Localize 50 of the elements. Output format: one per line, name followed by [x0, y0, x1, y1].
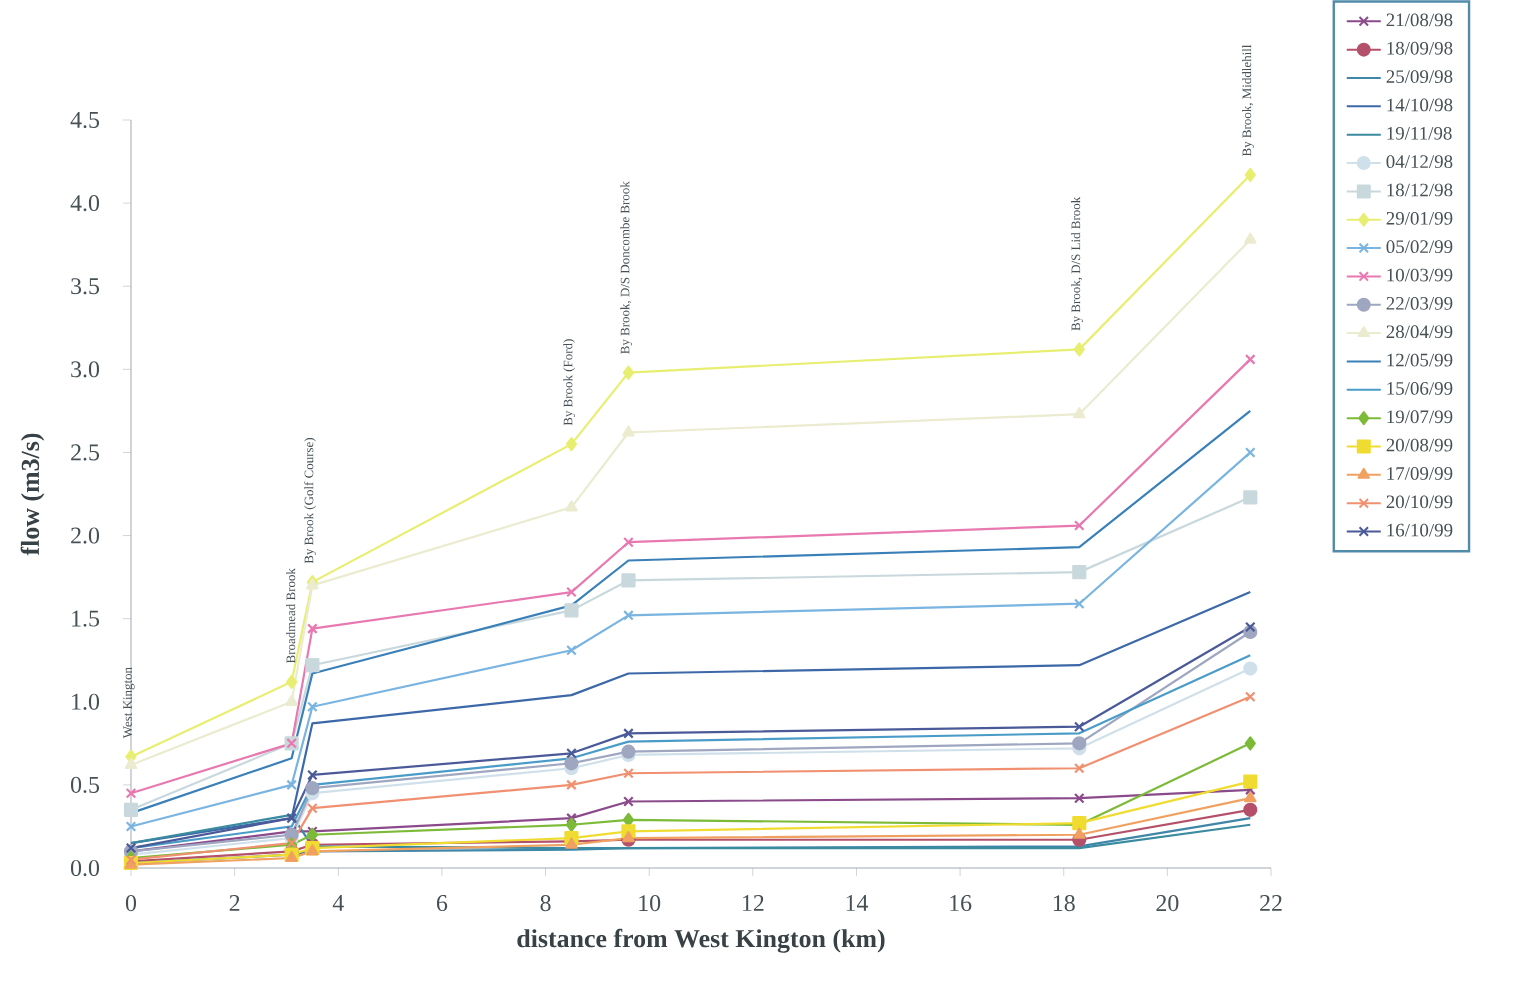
- annotation: By Brook, D/S Doncombe Brook: [620, 181, 633, 354]
- annotation: Broadmead Brook: [286, 568, 296, 664]
- y-tick-label: 3.5: [71, 278, 100, 295]
- legend-label: 17/09/99: [1387, 467, 1453, 480]
- legend-label: 20/10/99: [1386, 495, 1453, 509]
- y-tick-label: 0.0: [70, 859, 100, 877]
- legend-label: 18/09/98: [1387, 41, 1453, 55]
- legend-label: 20/08/99: [1386, 438, 1453, 452]
- annotation: West Kington: [123, 667, 135, 739]
- x-tick-label: 18: [1053, 895, 1075, 912]
- y-tick-label: 0.5: [70, 776, 100, 794]
- x-tick-label: 14: [846, 895, 869, 911]
- legend-label: 22/03/99: [1386, 296, 1453, 310]
- legend-label: 25/09/98: [1386, 70, 1453, 83]
- y-tick-label: 2.0: [71, 527, 100, 544]
- x-tick-label: 22: [1260, 895, 1282, 911]
- legend-label: 04/12/98: [1386, 155, 1453, 169]
- annotation: By Brook, Middlehill: [1242, 44, 1254, 157]
- y-tick-label: 2.5: [71, 444, 100, 461]
- legend-label: 21/08/98: [1386, 13, 1453, 27]
- legend-label: 29/01/99: [1386, 211, 1453, 225]
- x-tick-label: 2: [229, 895, 240, 911]
- x-tick-label: 4: [332, 895, 344, 911]
- legend-label: 14/10/98: [1387, 98, 1453, 112]
- x-axis-title: distance from West Kington (km): [517, 928, 885, 953]
- y-axis-title: flow (m3/s): [20, 433, 45, 556]
- legend-label: 19/11/98: [1387, 126, 1452, 140]
- y-tick-label: 4.5: [70, 111, 100, 129]
- x-tick-label: 16: [950, 895, 972, 912]
- y-tick-label: 3.0: [71, 361, 100, 378]
- legend-label: 12/05/99: [1387, 353, 1453, 367]
- y-tick-label: 1.5: [72, 610, 100, 627]
- x-tick-label: 0: [125, 895, 137, 912]
- legend-label: 15/06/99: [1387, 382, 1453, 395]
- legend-label: 18/12/98: [1387, 183, 1453, 197]
- annotation: By Brook, D/S Lid Brook: [1071, 196, 1083, 331]
- x-tick-label: 20: [1156, 895, 1179, 912]
- legend-label: 16/10/99: [1387, 523, 1453, 537]
- x-tick-label: 8: [540, 895, 551, 912]
- legend-label: 05/02/99: [1386, 240, 1453, 254]
- legend-label: 10/03/99: [1387, 268, 1453, 282]
- x-tick-label: 10: [639, 895, 661, 912]
- x-tick-label: 6: [436, 895, 448, 912]
- legend-label: 28/04/99: [1386, 325, 1453, 339]
- y-tick-label: 1.0: [72, 693, 100, 710]
- y-tick-label: 4.0: [70, 194, 100, 212]
- annotation: By Brook (Ford): [563, 339, 576, 426]
- x-tick-label: 12: [742, 895, 764, 911]
- annotation: By Brook (Golf Course): [304, 438, 316, 564]
- legend-label: 19/07/99: [1387, 410, 1453, 424]
